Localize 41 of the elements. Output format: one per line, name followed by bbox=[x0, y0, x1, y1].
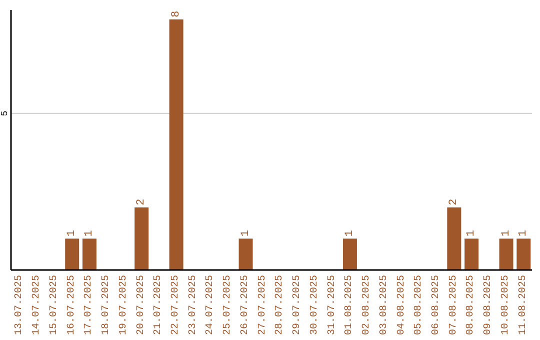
x-tick-label: 13.07.2025 bbox=[14, 275, 26, 336]
x-tick-label: 08.08.2025 bbox=[466, 275, 477, 336]
x-tick-label: 24.07.2025 bbox=[205, 275, 216, 336]
x-tick-label: 25.07.2025 bbox=[222, 275, 234, 336]
x-tick-label: 01.08.2025 bbox=[344, 275, 356, 336]
x-tick-label: 20.07.2025 bbox=[136, 275, 147, 336]
x-tick-label: 17.07.2025 bbox=[84, 275, 95, 336]
x-tick-label: 07.08.2025 bbox=[448, 275, 460, 336]
data-label: 1 bbox=[344, 230, 356, 237]
x-tick-label: 02.08.2025 bbox=[362, 275, 373, 336]
x-tick-label: 30.07.2025 bbox=[309, 275, 320, 336]
data-label: 1 bbox=[240, 230, 252, 237]
x-tick-label: 31.07.2025 bbox=[326, 275, 338, 336]
x-tick-label: 11.08.2025 bbox=[518, 275, 529, 336]
x-tick-label: 23.07.2025 bbox=[188, 275, 199, 336]
data-label: 2 bbox=[136, 198, 148, 206]
x-tick-label: 05.08.2025 bbox=[414, 275, 425, 336]
x-tick-label: 19.07.2025 bbox=[118, 275, 130, 336]
data-label: 1 bbox=[466, 230, 478, 237]
data-label: 1 bbox=[83, 230, 96, 237]
x-tick-label: 04.08.2025 bbox=[396, 275, 408, 336]
data-label: 1 bbox=[66, 230, 78, 237]
x-tick-label: 28.07.2025 bbox=[274, 275, 286, 336]
x-tick-label: 16.07.2025 bbox=[66, 275, 78, 336]
x-tick-label: 03.08.2025 bbox=[378, 275, 390, 336]
data-label: 8 bbox=[170, 10, 182, 18]
x-tick-label: 09.08.2025 bbox=[483, 275, 494, 336]
x-tick-label: 14.07.2025 bbox=[32, 275, 43, 336]
y-tick-label: 5 bbox=[0, 110, 10, 116]
x-tick-label: 18.07.2025 bbox=[101, 275, 112, 336]
x-tick-label: 22.07.2025 bbox=[170, 275, 182, 336]
x-tick-label: 26.07.2025 bbox=[240, 275, 251, 336]
x-tick-label: 29.07.2025 bbox=[292, 275, 304, 336]
x-tick-label: 27.07.2025 bbox=[257, 275, 268, 336]
x-tick-label: 15.07.2025 bbox=[48, 275, 60, 336]
x-tick-label: 21.07.2025 bbox=[153, 275, 164, 336]
data-label: 2 bbox=[448, 198, 460, 206]
x-tick-label: 06.08.2025 bbox=[430, 275, 442, 336]
data-label: 1 bbox=[518, 230, 530, 237]
x-tick-label: 10.08.2025 bbox=[500, 275, 512, 336]
data-label: 1 bbox=[500, 230, 512, 237]
